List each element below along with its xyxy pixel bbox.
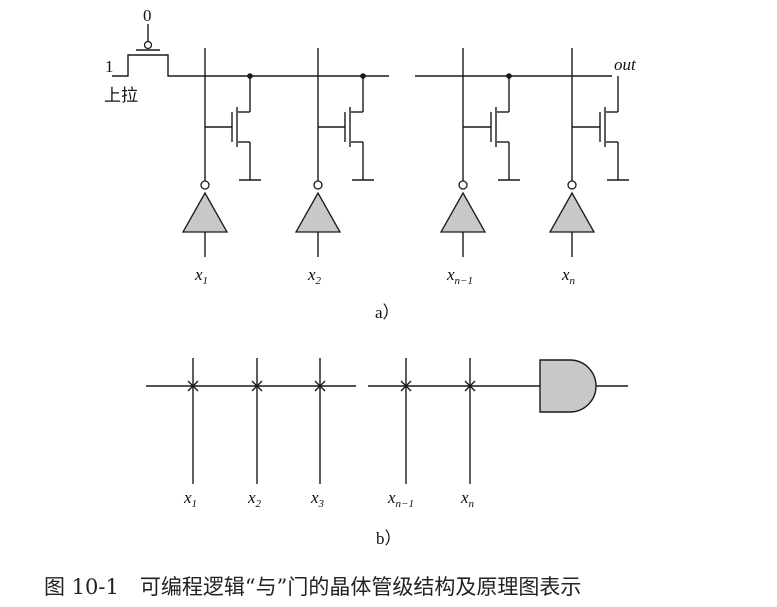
input-b-1-line: x1 <box>183 358 199 510</box>
input-a-1: x1 <box>194 265 208 287</box>
input-a-n: xn <box>561 265 576 287</box>
diagram-a: 0 1 上拉 out x1 <box>104 6 637 322</box>
input-b-3: x3 <box>310 488 325 510</box>
input-b-3-line: x3 <box>310 358 326 510</box>
diagram-b: x1 x2 x3 xn−1 xn b） <box>146 358 628 548</box>
pullup-label: 上拉 <box>104 86 138 106</box>
input-b-2: x2 <box>247 488 262 510</box>
pullup-gate-value: 0 <box>143 6 152 25</box>
output-label: out <box>614 55 637 74</box>
input-a-2: x2 <box>307 265 322 287</box>
input-b-n-minus-1: xn−1 <box>387 488 414 510</box>
input-b-n-line: xn <box>460 358 476 510</box>
output-line <box>160 54 612 77</box>
column-1: x1 <box>181 48 261 287</box>
pullup-transistor: 0 1 上拉 out <box>104 6 637 106</box>
figure-caption: 图 10-1 可编程逻辑“与”门的晶体管级结构及原理图表示 <box>44 575 581 599</box>
column-n-minus-1: xn−1 <box>439 48 520 287</box>
pullup-source-value: 1 <box>105 57 114 76</box>
column-2: x2 <box>294 48 374 287</box>
input-b-n-minus-1-line: xn−1 <box>387 358 414 510</box>
panel-label-a: a） <box>375 303 400 322</box>
input-b-1: x1 <box>183 488 197 510</box>
input-a-n-minus-1: xn−1 <box>446 265 473 287</box>
input-b-n: xn <box>460 488 475 510</box>
input-b-2-line: x2 <box>247 358 263 510</box>
panel-label-b: b） <box>376 529 402 548</box>
and-gate <box>539 359 597 413</box>
column-n: xn <box>548 48 629 287</box>
